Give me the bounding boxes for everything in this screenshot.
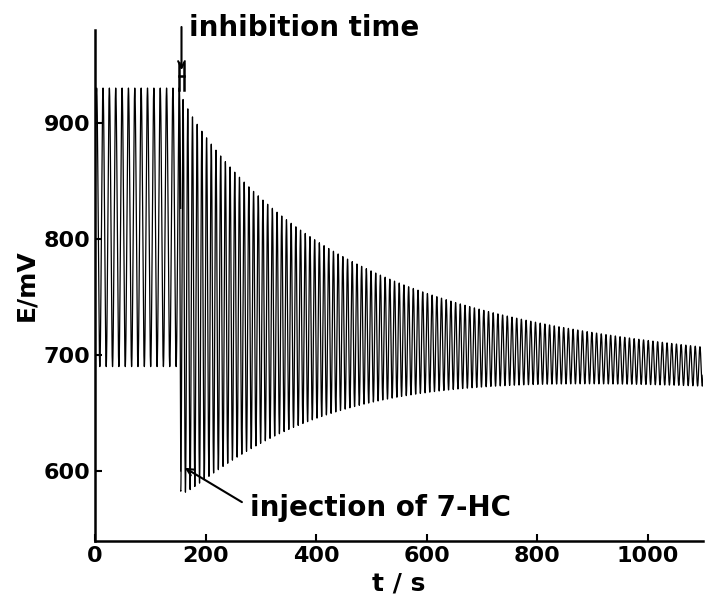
X-axis label: t / s: t / s bbox=[372, 571, 426, 595]
Text: injection of 7-HC: injection of 7-HC bbox=[250, 494, 511, 522]
Y-axis label: E/mV: E/mV bbox=[14, 250, 38, 321]
Text: inhibition time: inhibition time bbox=[189, 13, 419, 41]
